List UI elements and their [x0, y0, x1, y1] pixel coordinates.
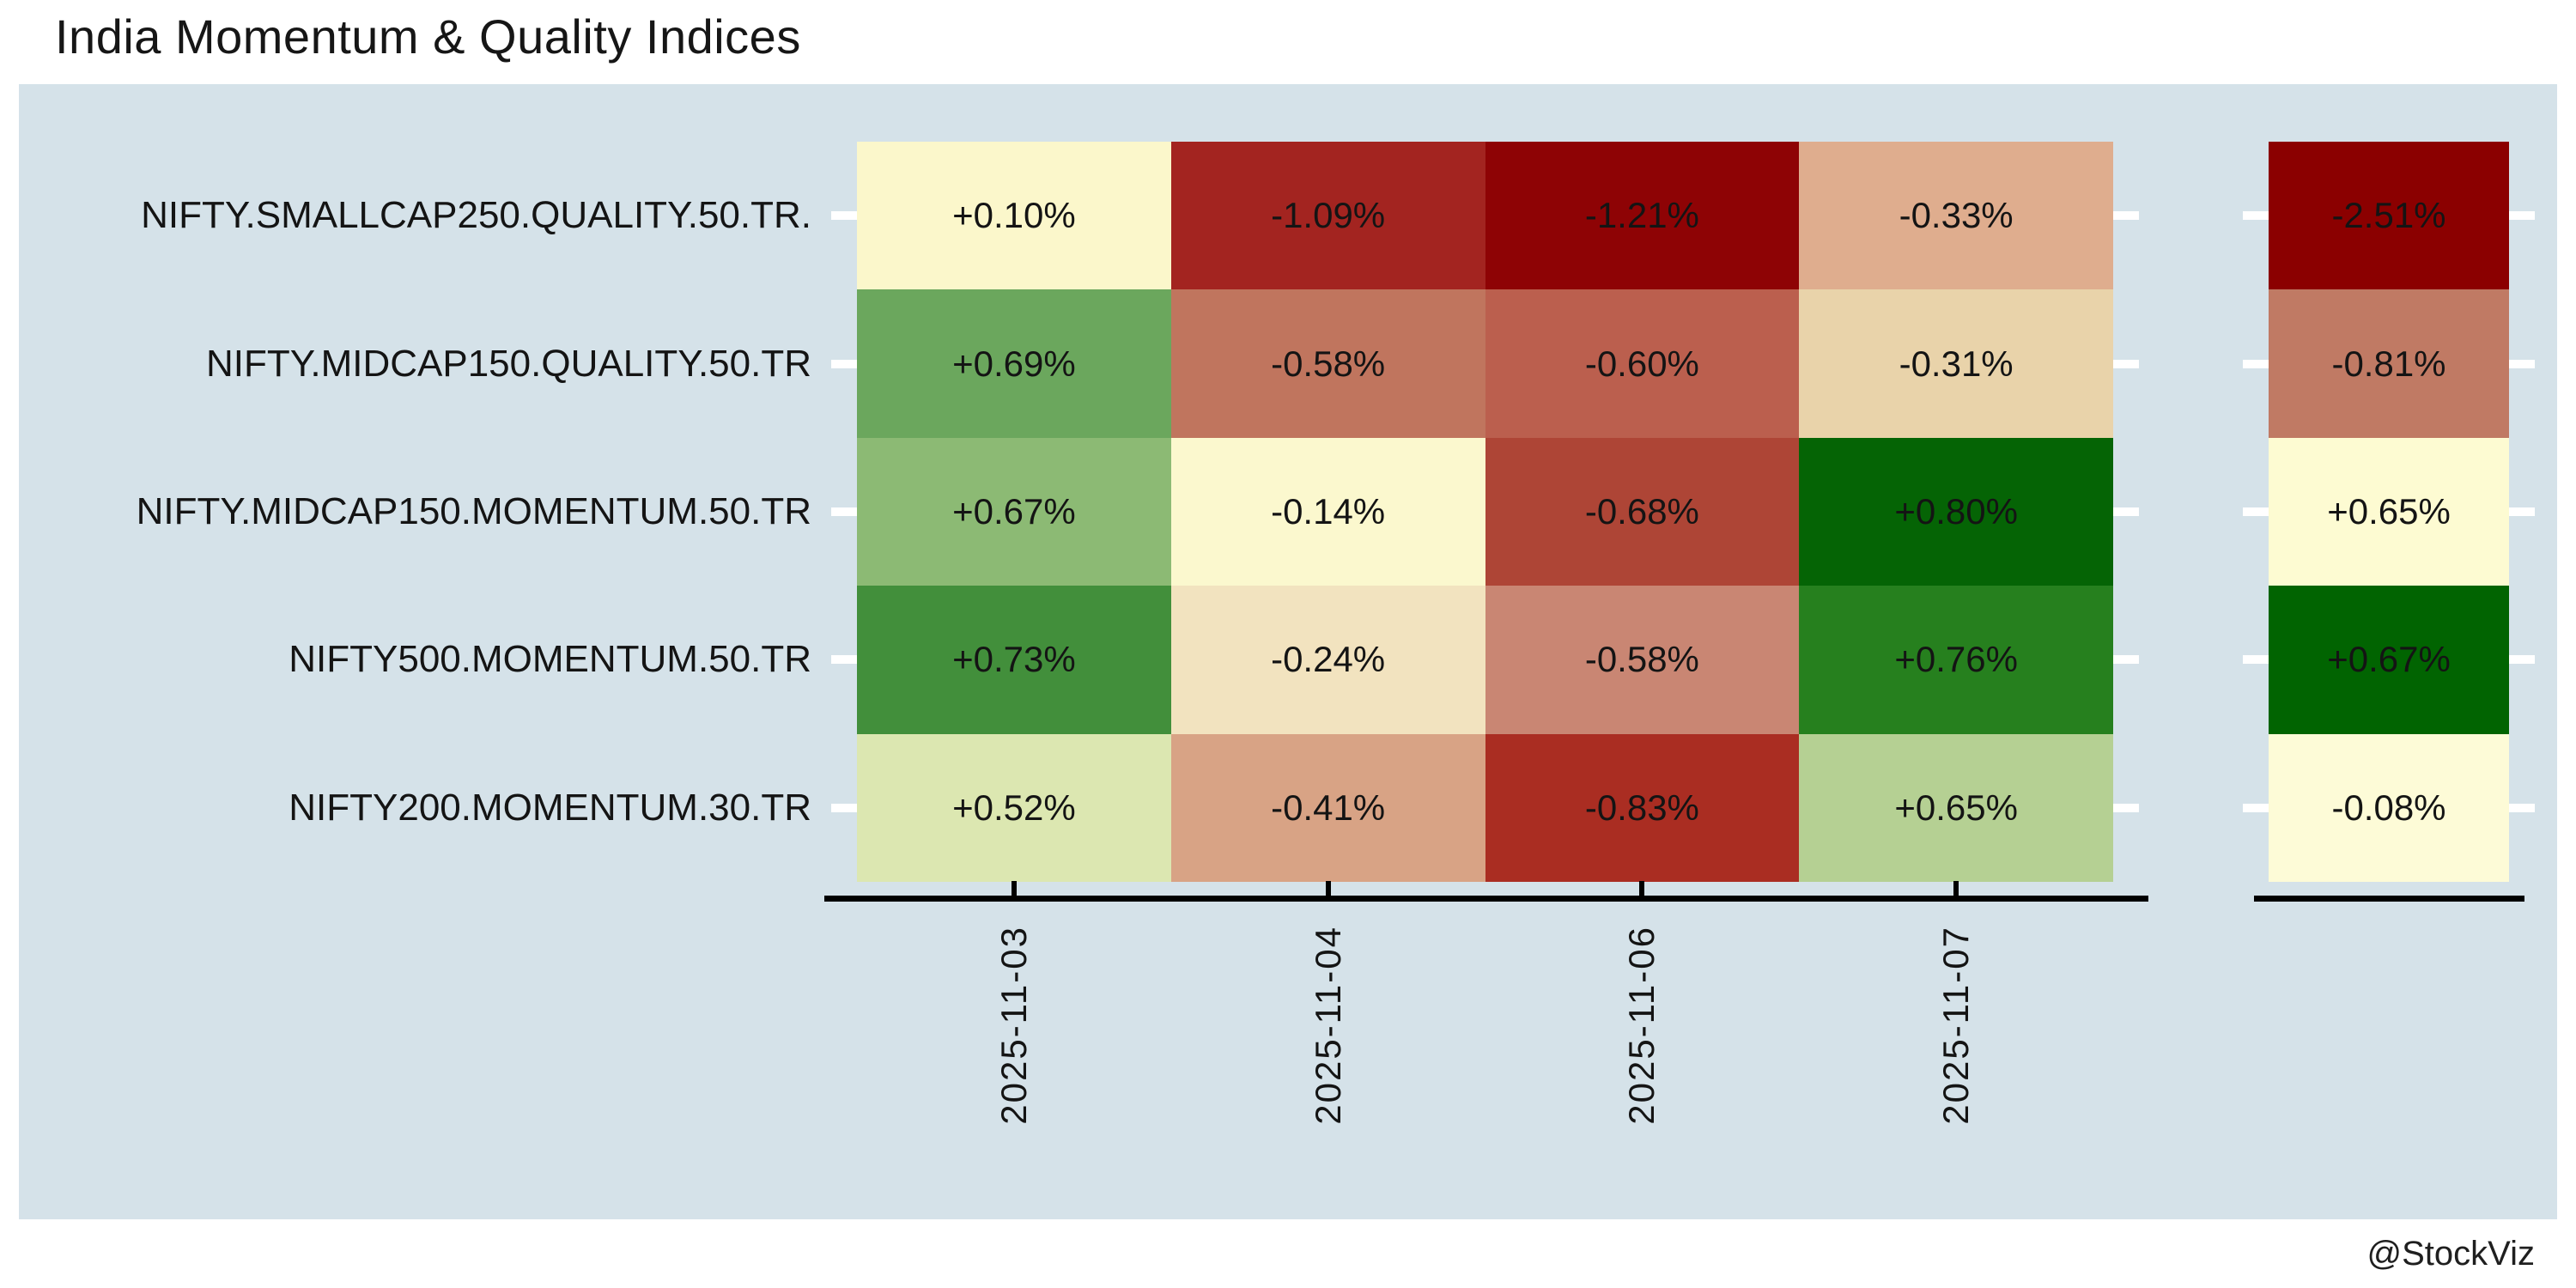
heatmap-total-cell: -0.81%	[2269, 289, 2509, 438]
y-tick-dash	[2113, 211, 2139, 221]
x-tick	[1639, 881, 1645, 898]
y-axis-label: NIFTY.SMALLCAP250.QUALITY.50.TR.	[141, 194, 811, 237]
y-tick-dash	[2509, 803, 2535, 812]
heatmap-cell: -0.41%	[1170, 733, 1485, 882]
heatmap-cell: -0.33%	[1799, 142, 2113, 290]
y-axis-label: NIFTY.MIDCAP150.MOMENTUM.50.TR	[136, 490, 811, 532]
heatmap-cell: +0.69%	[857, 289, 1171, 438]
y-tick-dash	[2113, 803, 2139, 812]
heatmap-cell: -0.58%	[1485, 586, 1800, 734]
heatmap-cell: +0.76%	[1799, 586, 2113, 734]
heatmap-cell: +0.65%	[1799, 733, 2113, 882]
heatmap-total-cell: -2.51%	[2269, 142, 2509, 290]
y-tick-dash	[2509, 507, 2535, 516]
y-tick-dash	[2509, 359, 2535, 368]
heatmap-cell: +0.73%	[857, 586, 1171, 734]
x-tick	[1953, 881, 1959, 898]
x-tick	[1011, 881, 1017, 898]
x-axis-label: 2025-11-06	[1621, 926, 1662, 1125]
y-tick-dash	[831, 655, 857, 665]
y-tick-dash	[831, 211, 857, 221]
y-tick-dash	[2243, 655, 2269, 665]
y-tick-dash	[2243, 507, 2269, 516]
y-tick-dash	[2113, 359, 2139, 368]
heatmap-cell: -0.24%	[1170, 586, 1485, 734]
heatmap-cell: -0.14%	[1170, 437, 1485, 586]
heatmap-total-cell: -0.08%	[2269, 733, 2509, 882]
heatmap-cell: +0.80%	[1799, 437, 2113, 586]
heatmap-cell: -0.58%	[1170, 289, 1485, 438]
heatmap-cell: -0.60%	[1485, 289, 1800, 438]
x-axis-label: 2025-11-07	[1935, 926, 1977, 1125]
heatmap-cell: -0.83%	[1485, 733, 1800, 882]
heatmap-total-cell: +0.67%	[2269, 586, 2509, 734]
heatmap-cell: -0.31%	[1799, 289, 2113, 438]
x-axis-label: 2025-11-04	[1307, 926, 1348, 1125]
heatmap-cell: +0.10%	[857, 142, 1171, 290]
y-tick-dash	[831, 507, 857, 516]
x-tick	[1325, 881, 1331, 898]
y-tick-dash	[831, 359, 857, 368]
y-tick-dash	[2113, 507, 2139, 516]
heatmap-cell: +0.52%	[857, 733, 1171, 882]
watermark: @StockViz	[2366, 1235, 2536, 1273]
y-axis-label: NIFTY500.MOMENTUM.50.TR	[289, 638, 811, 681]
heatmap-total-cell: +0.65%	[2269, 437, 2509, 586]
y-tick-dash	[2243, 211, 2269, 221]
x-axis-line-main	[824, 896, 2148, 902]
x-axis-label: 2025-11-03	[993, 926, 1034, 1125]
chart-title: India Momentum & Quality Indices	[55, 9, 801, 64]
y-tick-dash	[2113, 655, 2139, 665]
heatmap-cell: -1.09%	[1170, 142, 1485, 290]
y-tick-dash	[2509, 655, 2535, 665]
y-axis-label: NIFTY.MIDCAP150.QUALITY.50.TR	[205, 342, 811, 385]
y-tick-dash	[2243, 359, 2269, 368]
y-tick-dash	[2509, 211, 2535, 221]
heatmap-cell: -0.68%	[1485, 437, 1800, 586]
y-axis-label: NIFTY200.MOMENTUM.30.TR	[289, 786, 811, 829]
heatmap-cell: -1.21%	[1485, 142, 1800, 290]
y-tick-dash	[831, 803, 857, 812]
heatmap-cell: +0.67%	[857, 437, 1171, 586]
x-axis-line-total	[2254, 896, 2524, 902]
y-tick-dash	[2243, 803, 2269, 812]
